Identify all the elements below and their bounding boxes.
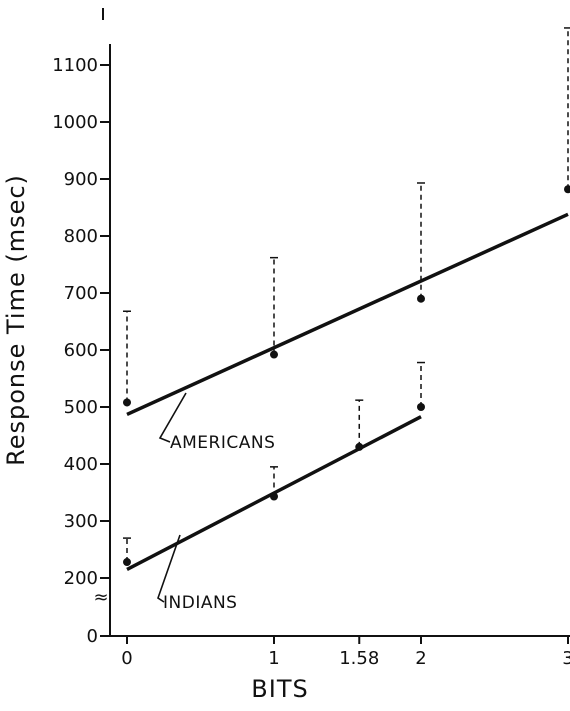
data-point	[564, 185, 570, 194]
error-bar-group	[123, 27, 570, 563]
x-tick-label: 3	[562, 648, 570, 669]
y-axis-break-symbol: ≈	[93, 587, 108, 608]
data-point	[270, 350, 278, 359]
axes: ≈	[93, 8, 570, 637]
y-axis-title: Response Time (msec)	[2, 174, 30, 466]
x-tick-label: 2	[415, 648, 426, 669]
y-tick-label: 1000	[52, 112, 98, 133]
data-point	[355, 442, 364, 451]
x-tick-label: 1.58	[339, 648, 379, 669]
y-tick-label: 300	[64, 511, 98, 532]
data-point	[123, 398, 131, 407]
fit-line-group	[126, 212, 569, 572]
data-point	[270, 492, 278, 501]
x-axis-title: BITS	[251, 675, 308, 703]
y-tick-label: 200	[64, 568, 98, 589]
series-label-group: AMERICANS INDIANS	[157, 392, 275, 613]
y-tick-label: 800	[64, 226, 98, 247]
indians-series-label: INDIANS	[163, 593, 237, 613]
y-tick-label: 700	[64, 283, 98, 304]
americans-series-label: AMERICANS	[170, 433, 275, 453]
y-tick-label: 0	[87, 626, 98, 647]
y-tick-label: 900	[64, 169, 98, 190]
americans-label-leader	[158, 392, 187, 443]
indians-label-leader	[157, 534, 181, 603]
y-tick-label: 600	[64, 340, 98, 361]
y-tick-label: 500	[64, 397, 98, 418]
y-tick-group: 0 200 300 400 500 600 700 800 900 1000 1100	[52, 55, 110, 647]
data-point	[417, 403, 425, 411]
data-point	[123, 558, 131, 567]
fit-line	[126, 212, 569, 417]
data-point	[417, 294, 425, 303]
x-tick-group: 0 1 1.58 2 3	[121, 636, 570, 669]
x-tick-label: 0	[121, 648, 132, 669]
y-tick-label: 1100	[52, 55, 98, 76]
data-point-group	[123, 185, 570, 567]
x-tick-label: 1	[268, 648, 279, 669]
y-tick-label: 400	[64, 454, 98, 475]
